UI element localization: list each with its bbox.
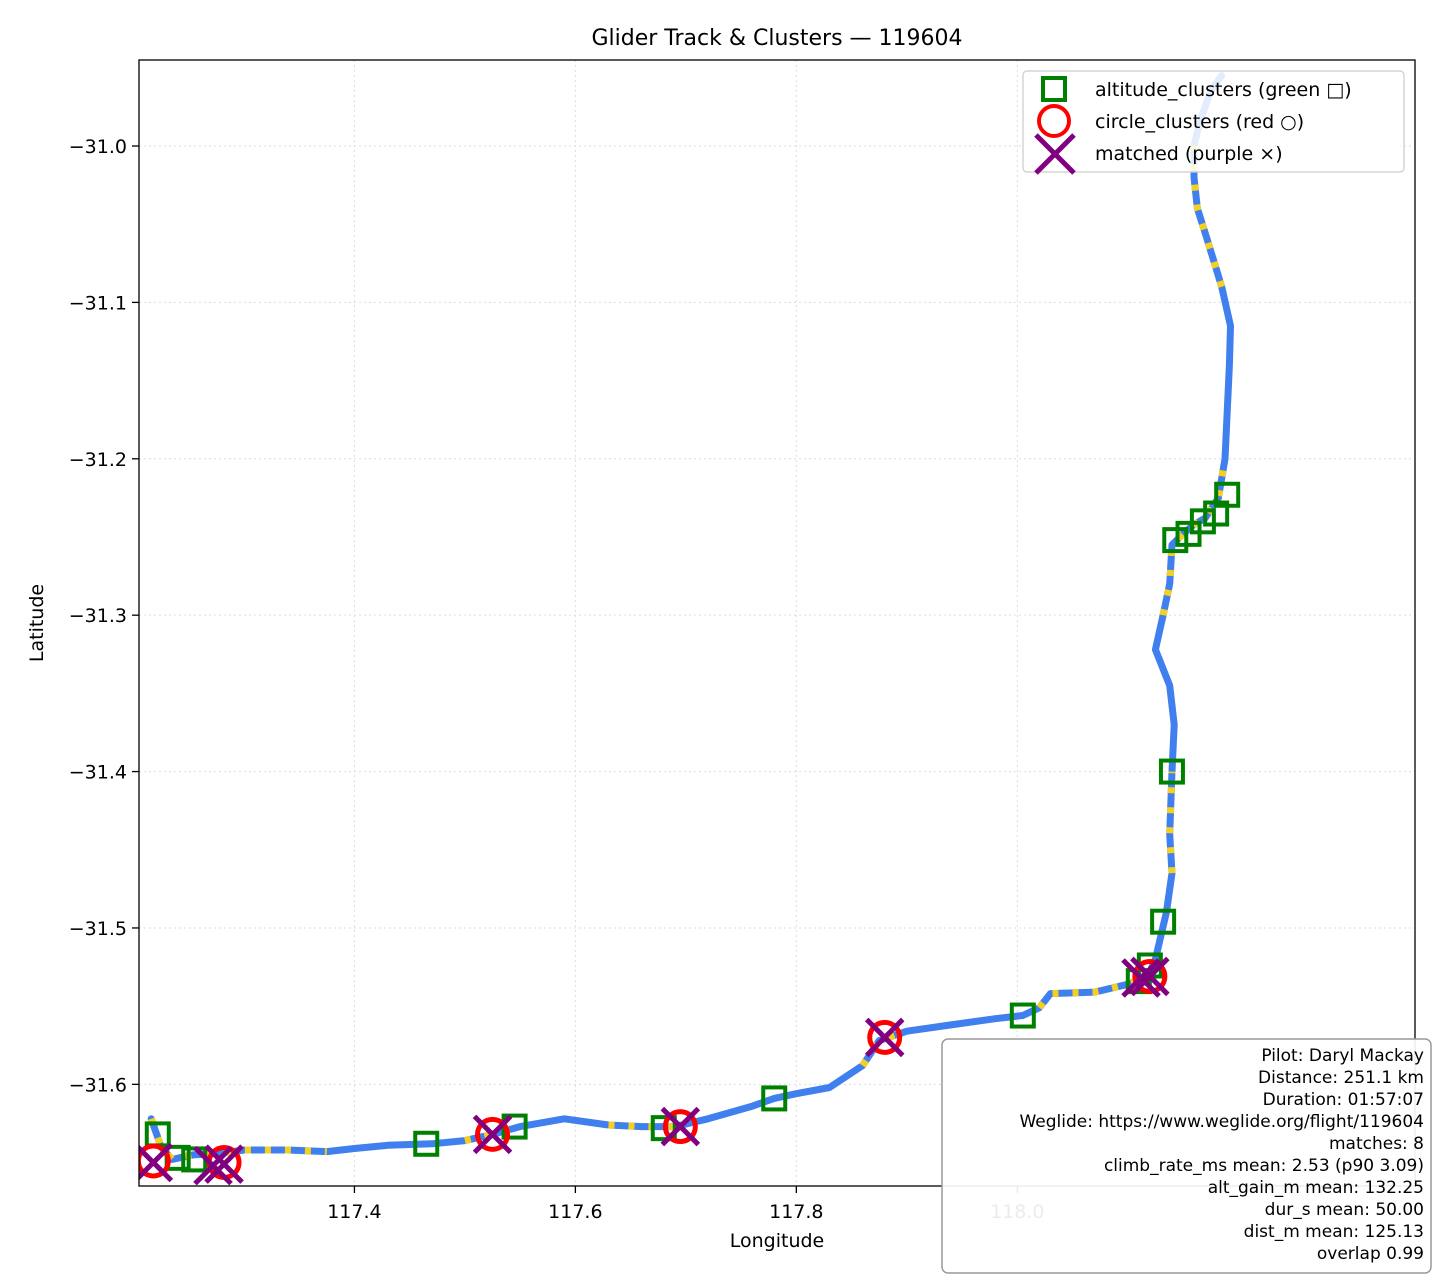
altitude-cluster-marker [761, 1085, 788, 1112]
matched-marker [1130, 956, 1170, 997]
matched-marker [864, 1017, 905, 1058]
axis-ticks: 117.4117.6117.8118.0−31.0−31.1−31.2−31.3… [69, 136, 1045, 1223]
legend-x-marker [1034, 133, 1076, 175]
legend-label-circle: circle_clusters (red ○) [1095, 111, 1304, 133]
circle-cluster-marker [1132, 958, 1168, 994]
y-axis-label: Latitude [26, 584, 48, 662]
matched-marker-stroke [1121, 958, 1161, 998]
info-box-frame [941, 1038, 1432, 1274]
y-tick-label: −31.3 [69, 605, 127, 627]
info-line: Pilot: Daryl Mackay [1261, 1046, 1424, 1066]
legend-circle-marker [1037, 104, 1071, 138]
circle-cluster-marker [662, 1109, 698, 1145]
legend-label-matched: matched (purple ×) [1095, 143, 1283, 165]
y-tick-label: −31.5 [69, 918, 127, 940]
info-line: climb_rate_ms mean: 2.53 (p90 3.09) [1104, 1156, 1424, 1176]
legend-square-marker [1041, 76, 1067, 102]
matched-marker [1121, 958, 1161, 998]
info-line: Distance: 251.1 km [1258, 1068, 1424, 1088]
y-tick-label: −31.0 [69, 136, 127, 158]
legend-box [1022, 70, 1405, 173]
matched-marker-stroke [864, 1017, 905, 1058]
matched-marker-stroke [193, 1145, 233, 1186]
altitude-cluster-marker [1150, 908, 1177, 935]
altitude-cluster-marker [1189, 508, 1216, 535]
y-tick-label: −31.4 [69, 762, 127, 784]
circle-cluster-marker [867, 1019, 903, 1055]
matched-marker [660, 1106, 701, 1147]
altitude-cluster-marker [1158, 758, 1185, 785]
info-line: overlap 0.99 [1317, 1244, 1424, 1264]
altitude-cluster-marker [1162, 527, 1189, 554]
matched-marker-stroke [660, 1106, 701, 1147]
chart-title: Glider Track & Clusters — 119604 [591, 26, 962, 51]
matched-marker-stroke [472, 1114, 513, 1155]
matched-marker [204, 1144, 244, 1184]
matched-marker [193, 1145, 233, 1186]
matched-marker-stroke [1130, 956, 1170, 997]
circle-cluster-marker [475, 1116, 511, 1152]
legend-label-altitude: altitude_clusters (green □) [1095, 79, 1352, 101]
circle-cluster-marker [139, 1143, 171, 1179]
altitude-cluster-marker [1214, 481, 1241, 508]
legend: altitude_clusters (green □) circle_clust… [1022, 70, 1405, 175]
matched-marker [139, 1142, 174, 1183]
matched-marker [472, 1114, 513, 1155]
flight-track-line [147, 72, 1234, 1163]
y-tick-label: −31.2 [69, 449, 127, 471]
info-line: dur_s mean: 50.00 [1265, 1200, 1424, 1220]
y-tick-label: −31.1 [69, 292, 127, 314]
matched-marker-stroke [139, 1142, 174, 1181]
info-line: Weglide: https://www.weglide.org/flight/… [1019, 1112, 1424, 1132]
climb-segment [1036, 976, 1141, 1010]
info-line: Duration: 01:57:07 [1263, 1090, 1424, 1110]
climb-segment [1166, 771, 1176, 874]
info-line: dist_m mean: 125.13 [1244, 1222, 1424, 1242]
info-line: matches: 8 [1329, 1134, 1424, 1154]
matched-marker-stroke [204, 1144, 244, 1184]
y-tick-label: −31.6 [69, 1074, 127, 1096]
x-tick-label: 117.4 [327, 1201, 381, 1223]
x-tick-label: 117.6 [548, 1201, 602, 1223]
altitude-cluster-marker [413, 1130, 440, 1157]
x-axis-label: Longitude [730, 1230, 825, 1252]
info-line: alt_gain_m mean: 132.25 [1208, 1178, 1424, 1198]
altitude-cluster-marker [650, 1115, 677, 1142]
altitude-cluster-marker [1009, 1002, 1036, 1029]
x-tick-label: 117.8 [769, 1201, 823, 1223]
plot-frame [138, 59, 1416, 1187]
